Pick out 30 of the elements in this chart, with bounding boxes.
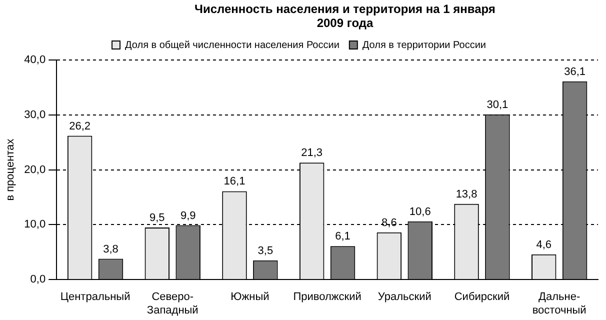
data-label: 30,1 xyxy=(486,98,508,111)
y-tick-label: 30,0 xyxy=(24,108,46,121)
data-label: 3,5 xyxy=(258,244,274,257)
x-tick-label: Северо-Западный xyxy=(146,291,198,316)
data-label: 21,3 xyxy=(301,147,323,160)
data-label: 16,1 xyxy=(224,176,246,188)
x-tick-label: Уральский xyxy=(378,291,432,304)
data-label: 36,1 xyxy=(564,66,586,78)
data-label: 26,2 xyxy=(69,120,91,132)
data-label: 9,5 xyxy=(150,212,165,224)
data-label: 9,9 xyxy=(180,210,196,222)
legend-label: Доля в территории России xyxy=(362,40,486,51)
legend-label: Доля в общей численности населения России xyxy=(125,40,340,51)
chart-title: Численность населения и территория на 1 января 2009 года xyxy=(194,2,496,30)
data-label: 8,6 xyxy=(382,216,397,229)
y-tick-label: 10,0 xyxy=(24,218,46,231)
x-tick-label: Сибирский xyxy=(454,291,510,304)
data-label: 3,8 xyxy=(103,243,118,256)
y-tick-label: 0,0 xyxy=(30,274,46,286)
x-tick-label: Центральный xyxy=(60,291,130,304)
x-tick-label: Южный xyxy=(230,291,270,304)
data-label: 10,6 xyxy=(409,206,431,218)
y-tick-label: 20,0 xyxy=(24,164,46,176)
data-label: 4,6 xyxy=(536,238,552,251)
x-tick-label: Приволжский xyxy=(293,291,362,304)
data-label: 6,1 xyxy=(335,230,350,243)
y-tick-label: 40,0 xyxy=(24,54,46,66)
x-tick-label: Дальне-восточный xyxy=(532,291,586,316)
y-axis-title: в процентах xyxy=(4,138,17,201)
data-label: 13,8 xyxy=(456,188,478,200)
